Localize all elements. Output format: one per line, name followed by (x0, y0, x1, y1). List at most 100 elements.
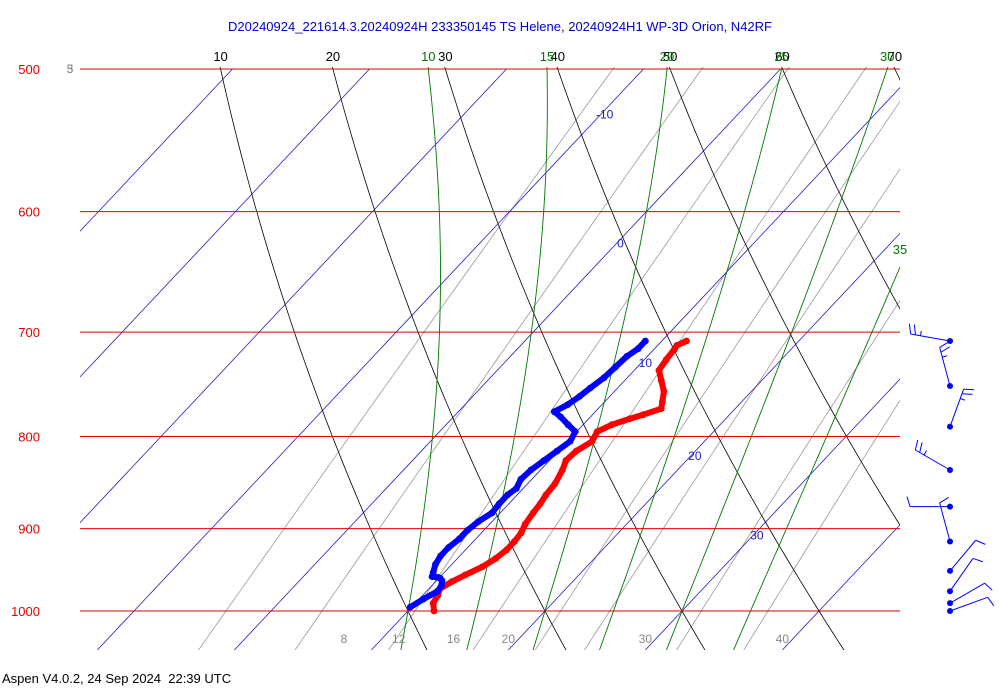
dry-adiabat-label-20: 20 (326, 49, 340, 64)
wind-barb-4 (906, 496, 953, 510)
isotherm-30 (645, 378, 900, 650)
isotherm--10 (97, 68, 644, 650)
sounding-point-1-14 (540, 457, 548, 464)
sounding-point-1-0 (641, 337, 649, 345)
mixing-ratio-line-16 (534, 100, 900, 650)
sounding-point-0-24 (503, 546, 510, 554)
moist-adiabat-label-30: 30 (880, 49, 894, 64)
sounding-point-0-5 (657, 377, 665, 385)
moist-adiabat-10 (400, 67, 441, 650)
temperature-tick-8: 8 (341, 632, 348, 646)
dry-adiabat-label-30: 30 (438, 49, 452, 64)
wind-barb-7 (947, 557, 984, 595)
footer-version-timestamp: Aspen V4.0.2, 24 Sep 2024 22:39 UTC (2, 671, 232, 686)
mixing-ratio-line-40 (743, 399, 900, 650)
moist-adiabat-label-25: 25 (774, 49, 788, 64)
sounding-point-0-14 (572, 447, 580, 455)
chart-title: D20240924_221614.3.20240924H 233350145 T… (228, 19, 772, 34)
moist-adiabat-25 (599, 67, 783, 650)
sounding-point-0-17 (551, 480, 559, 488)
moist-adiabat-label-15: 15 (540, 49, 554, 64)
moist-adiabat-label-35: 35 (893, 242, 907, 257)
mixing-ratio-label-3: 3 (67, 62, 74, 76)
dry-adiabat-40 (556, 67, 845, 650)
sounding-point-0-18 (542, 491, 550, 499)
temperature-tick-30: 30 (639, 632, 653, 646)
moist-adiabat-15 (466, 67, 548, 650)
sounding-point-1-17 (512, 485, 520, 492)
dry-adiabat-70 (893, 67, 900, 81)
isotherm--30 (80, 68, 370, 378)
sounding-point-1-19 (495, 500, 503, 508)
sounding-point-1-25 (437, 552, 444, 560)
sounding-point-1-24 (445, 544, 452, 551)
moist-adiabat-label-10: 10 (421, 49, 435, 64)
dry-adiabat-60 (781, 67, 900, 310)
sounding-point-0-28 (448, 578, 456, 585)
sounding-point-0-23 (510, 538, 518, 545)
isobar-label-600: 600 (18, 205, 40, 220)
wind-barb-3 (914, 439, 953, 473)
sounding-point-0-3 (662, 356, 670, 363)
sounding-point-1-10 (564, 421, 572, 429)
sounding-point-1-34 (419, 595, 427, 603)
sounding-point-0-19 (536, 500, 544, 508)
isobar-label-900: 900 (18, 522, 40, 537)
mixing-ratio-line-20 (584, 168, 900, 650)
isobar-label-800: 800 (18, 430, 40, 445)
sounding-point-1-18 (504, 491, 511, 499)
sounding-point-1-21 (474, 518, 482, 526)
sounding-point-1-32 (438, 582, 445, 589)
dry-adiabat-label-70: 70 (888, 49, 902, 64)
sounding-point-1-15 (527, 466, 535, 474)
sounding-point-1-26 (432, 560, 439, 568)
isotherm-label-30: 30 (750, 529, 764, 543)
isotherm-label-10: 10 (639, 356, 653, 370)
sounding-point-0-26 (479, 563, 486, 571)
isotherm-0 (234, 68, 781, 650)
sounding-point-1-3 (611, 363, 619, 371)
sounding-point-0-31 (429, 599, 437, 607)
sounding-point-0-16 (559, 466, 566, 474)
isobar-label-700: 700 (18, 325, 40, 340)
sounding-point-0-25 (492, 555, 500, 562)
sounding-point-1-8 (550, 408, 558, 416)
sounding-point-1-5 (586, 384, 594, 392)
mixing-ratio-label-5: 5 (67, 62, 74, 76)
wind-barb-9 (947, 596, 995, 614)
dry-adiabat-label-60: 60 (775, 49, 789, 64)
sounding-point-1-6 (576, 393, 583, 400)
sounding-point-0-0 (683, 337, 690, 345)
dry-adiabat-label-40: 40 (550, 49, 564, 64)
moist-adiabat-label-20: 20 (660, 49, 674, 64)
isotherm-40 (782, 524, 900, 650)
isotherm--20 (80, 68, 507, 524)
temperature-tick-40: 40 (776, 632, 790, 646)
wind-barb-2 (947, 388, 975, 430)
dry-adiabat-label-10: 10 (213, 49, 227, 64)
sounding-point-1-2 (623, 352, 631, 360)
sounding-point-0-4 (655, 366, 663, 374)
dry-adiabat-10 (219, 67, 428, 650)
sounding-point-1-16 (517, 475, 525, 483)
sounding-point-0-10 (626, 415, 634, 423)
temperature-tick-12: 12 (392, 632, 406, 646)
wind-barb-5 (939, 496, 953, 545)
sounding-point-1-4 (600, 374, 608, 382)
sounding-point-1-9 (557, 413, 564, 421)
sounding-point-1-7 (564, 401, 572, 408)
sounding-point-1-11 (571, 428, 579, 436)
sounding-point-0-21 (521, 520, 529, 528)
isotherm--40 (80, 68, 233, 232)
sounding-point-1-12 (566, 437, 574, 445)
isotherm-20 (508, 232, 900, 650)
sounding-point-0-27 (461, 571, 469, 579)
sounding-point-0-8 (657, 405, 665, 413)
isotherm-label-20: 20 (688, 449, 702, 463)
wind-barb-1 (939, 341, 953, 390)
moist-adiabat-20 (532, 67, 668, 650)
sounding-point-1-22 (463, 526, 471, 534)
sounding-point-1-20 (488, 509, 496, 517)
